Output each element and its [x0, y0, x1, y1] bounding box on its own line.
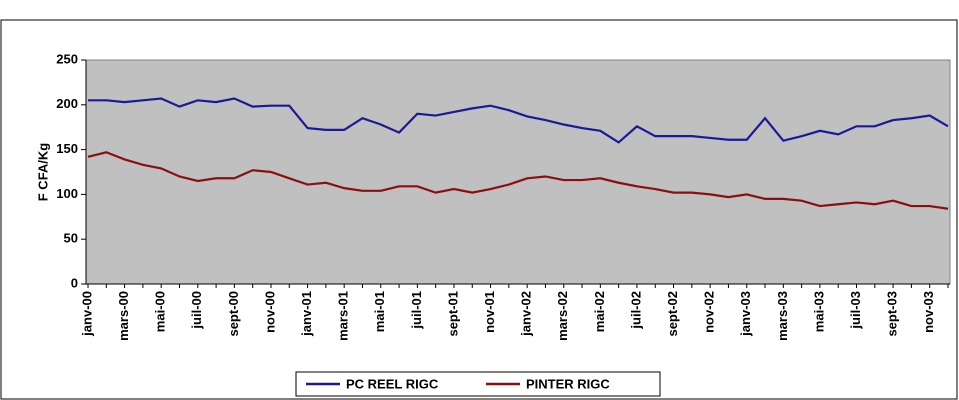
x-tick-label: sept-03: [885, 291, 900, 337]
x-tick-label: mars-00: [116, 291, 131, 341]
legend-label: PINTER RIGC: [526, 376, 610, 391]
x-tick-label: mai-03: [811, 291, 826, 332]
y-tick-label: 0: [71, 275, 78, 290]
x-tick-label: mai-01: [372, 291, 387, 332]
legend-label: PC REEL RIGC: [346, 376, 439, 391]
plot-area: [85, 59, 951, 285]
x-tick-label: juil-00: [189, 291, 204, 330]
x-tick-label: mars-02: [555, 291, 570, 341]
x-tick-label: nov-03: [921, 291, 936, 333]
x-tick-label: juil-01: [409, 291, 424, 330]
x-tick-label: nov-01: [482, 291, 497, 333]
x-tick-label: mars-03: [775, 291, 790, 341]
y-tick-label: 200: [56, 96, 78, 111]
x-tick-label: mars-01: [336, 291, 351, 341]
x-tick-label: juil-02: [628, 291, 643, 330]
x-tick-label: janv-02: [519, 291, 534, 337]
y-tick-label: 150: [56, 141, 78, 156]
x-tick-label: sept-01: [445, 291, 460, 337]
series-line: [88, 97, 949, 144]
x-tick-label: mai-02: [592, 291, 607, 332]
series-line: [87, 151, 949, 210]
x-tick-label: juil-03: [848, 291, 863, 330]
x-tick-label: janv-01: [299, 291, 314, 337]
x-tick-label: nov-00: [262, 291, 277, 333]
y-tick-label: 250: [56, 51, 78, 66]
x-tick-label: mai-00: [153, 291, 168, 332]
x-tick-label: janv-00: [79, 291, 94, 337]
y-tick-label: 50: [64, 231, 78, 246]
y-tick-label: 100: [56, 186, 78, 201]
y-axis-label: F CFA/Kg: [35, 143, 50, 202]
x-tick-label: nov-02: [702, 291, 717, 333]
x-tick-label: janv-03: [738, 291, 753, 337]
legend-box: [295, 371, 661, 397]
x-tick-label: sept-00: [226, 291, 241, 337]
x-tick-label: sept-02: [665, 291, 680, 337]
